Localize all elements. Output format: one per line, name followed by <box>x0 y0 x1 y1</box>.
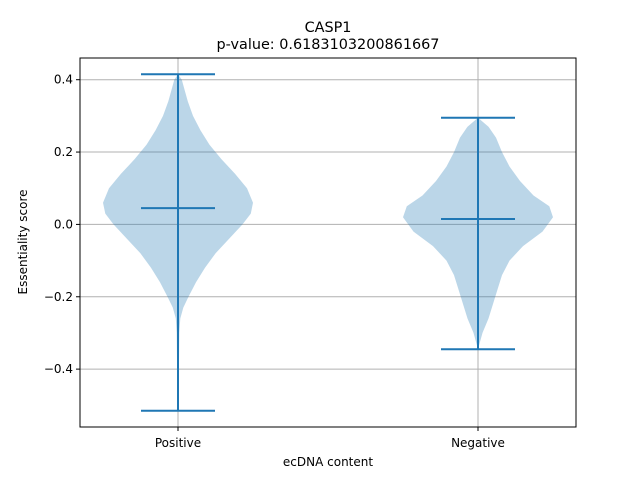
y-tick-label: −0.4 <box>44 362 73 376</box>
chart-subtitle: p-value: 0.6183103200861667 <box>217 37 440 53</box>
y-tick-label: −0.2 <box>44 290 73 304</box>
x-tick-label: Negative <box>451 436 505 450</box>
tick-layer: −0.4 −0.2 0.0 0.2 0.4 Positive Negative <box>44 73 505 450</box>
violin-layer <box>103 73 553 412</box>
chart-title: CASP1 <box>305 20 352 36</box>
y-tick-label: 0.2 <box>54 145 73 159</box>
x-axis-label: ecDNA content <box>283 455 373 469</box>
plot-frame <box>79 57 577 428</box>
x-tick-label: Positive <box>155 436 201 450</box>
y-axis-label: Essentiality score <box>16 190 30 295</box>
y-tick-label: 0.4 <box>54 73 73 87</box>
y-tick-label: 0.0 <box>54 217 73 231</box>
